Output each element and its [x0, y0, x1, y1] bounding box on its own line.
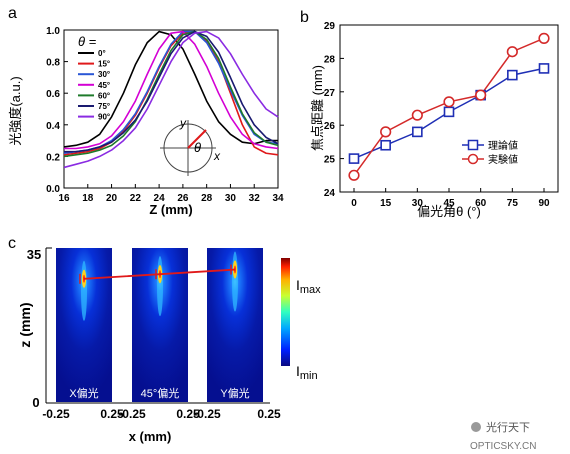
chart-c-xtick-label: -0.25 [118, 407, 146, 421]
polarization-panel-label: X偏光 [69, 386, 98, 400]
chart-a-legend-label: 30° [98, 70, 110, 79]
chart-b-point-circle [475, 89, 487, 101]
chart-a-ytick-label: 0.6 [46, 89, 60, 100]
chart-a-xtick-label: 20 [106, 193, 118, 204]
chart-a-ytick-label: 0.2 [46, 152, 60, 163]
chart-c-xtick-label: 0.25 [100, 407, 124, 421]
chart-b-point-square [443, 106, 455, 118]
watermark: 光行天下 OPTICSKY.CN [470, 420, 537, 452]
chart-b-ylabel: 焦点距離 (mm) [310, 65, 325, 151]
chart-b-xtick-label: 75 [507, 198, 519, 209]
chart-a-ytick-label: 0.4 [46, 121, 60, 132]
chart-b-ytick-label: 26 [324, 121, 336, 132]
chart-b-point-square [380, 139, 391, 151]
chart-b-xtick-label: 15 [380, 198, 392, 209]
chart-a-series-line [63, 30, 278, 148]
chart-a-legend-label: 45° [98, 81, 110, 90]
chart-c-ytick-35: 35 [27, 247, 41, 262]
chart-b-xtick-label: 90 [538, 198, 550, 209]
chart-a-legend-label: 0° [98, 49, 106, 58]
watermark-icon [471, 422, 481, 432]
chart-b-point-circle [506, 46, 518, 58]
chart-a-xtick-label: 32 [249, 193, 261, 204]
chart-a-xtick-label: 24 [154, 193, 166, 204]
polarization-inset: y x θ [160, 116, 221, 176]
chart-a-xlabel: Z (mm) [149, 202, 192, 217]
chart-c-xlabel: x (mm) [129, 429, 172, 444]
chart-b-xtick-label: 0 [351, 198, 357, 209]
chart-b-point-square [412, 126, 423, 138]
panel-label-b: b [300, 9, 309, 26]
chart-b-point-square [507, 69, 518, 81]
chart-b-legend-marker [467, 153, 479, 165]
panel-label-c: c [8, 235, 16, 252]
chart-a-legend-title: θ = [78, 34, 97, 49]
colorbar [281, 258, 290, 366]
chart-a-series-line [63, 30, 279, 169]
chart-b-legend-label: 理論値 [488, 139, 518, 152]
inset-angle-line [187, 129, 207, 149]
chart-c-xtick-label: -0.25 [42, 407, 70, 421]
chart-a-xtick-label: 26 [177, 193, 189, 204]
focus-shift-line [83, 268, 236, 280]
chart-a-frame [63, 29, 279, 189]
chart-b-xtick-label: 30 [412, 198, 424, 209]
inset-y-label: y [179, 116, 187, 130]
chart-a-ytick-label: 1.0 [46, 26, 60, 37]
chart-b-xtick-label: 45 [443, 198, 455, 209]
inset-theta-label: θ [194, 140, 201, 155]
chart-a-xtick-label: 18 [82, 193, 94, 204]
chart-b-ytick-label: 28 [324, 54, 336, 65]
chart-a-ytick-label: 0.0 [46, 184, 60, 195]
chart-b-legend-marker [467, 139, 479, 151]
chart-c-xtick-label: -0.25 [193, 407, 221, 421]
chart-b-point-square [538, 63, 550, 74]
chart-a-legend-label: 90° [98, 113, 110, 122]
chart-a: 光強度(a.u.) Z (mm) 16 18 20 22 24 26 28 30 32 34 0.0… [8, 26, 284, 217]
watermark-url: OPTICSKY.CN [470, 441, 537, 452]
colorbar-max-label: Imax [296, 277, 321, 296]
watermark-text: 光行天下 [486, 420, 530, 434]
chart-b-xtick-label: 60 [475, 198, 487, 209]
chart-a-legend-label: 75° [98, 102, 110, 111]
panel-label-a: a [8, 5, 17, 22]
chart-b-ytick-label: 29 [324, 21, 336, 32]
chart-a-legend-label: 60° [98, 91, 110, 100]
inset-x-label: x [213, 149, 221, 163]
chart-b-point-circle [443, 96, 455, 108]
chart-b-point-circle [538, 32, 550, 44]
chart-b-ytick-label: 25 [324, 155, 336, 166]
chart-a-xtick-label: 34 [272, 193, 284, 204]
chart-c-xtick-label: 0.25 [257, 407, 281, 421]
chart-c-ylabel: z (mm) [17, 302, 33, 347]
chart-a-ylabel: 光強度(a.u.) [8, 76, 23, 145]
chart-b: 焦点距離 (mm) 偏光角θ (°) 0 15 30 45 60 75 90 24 25 26 27… [310, 21, 559, 219]
chart-b-ytick-label: 27 [324, 88, 336, 99]
polarization-panel-label: 45°偏光 [141, 386, 180, 400]
chart-c-ytick-0: 0 [32, 395, 39, 410]
chart-a-xtick-label: 30 [225, 193, 237, 204]
chart-b-legend-label: 実験値 [488, 153, 518, 166]
chart-b-xlabel: 偏光角θ (°) [417, 204, 481, 219]
chart-b-point-circle [380, 126, 392, 138]
chart-a-xtick-label: 28 [201, 193, 213, 204]
chart-c: z (mm) 35 0 X偏光 45°偏光 Y偏光 -0.25 0.25-0.25 0.… [17, 247, 321, 444]
chart-a-series-line [64, 30, 279, 153]
colorbar-min-label: Imin [296, 363, 318, 382]
chart-b-point-circle [411, 109, 423, 121]
chart-a-ytick-label: 0.8 [46, 58, 60, 69]
chart-a-series-line [63, 30, 279, 158]
polarization-panel-label: Y偏光 [220, 386, 249, 400]
chart-a-xtick-label: 16 [58, 193, 70, 204]
chart-b-point-circle [348, 169, 360, 181]
chart-a-series-line [64, 30, 279, 150]
chart-a-legend-label: 15° [98, 60, 110, 69]
chart-b-ytick-label: 24 [324, 188, 336, 199]
chart-a-xtick-label: 22 [130, 193, 142, 204]
chart-c-xtick-label: 0.25 [176, 407, 200, 421]
chart-b-point-square [348, 153, 360, 164]
